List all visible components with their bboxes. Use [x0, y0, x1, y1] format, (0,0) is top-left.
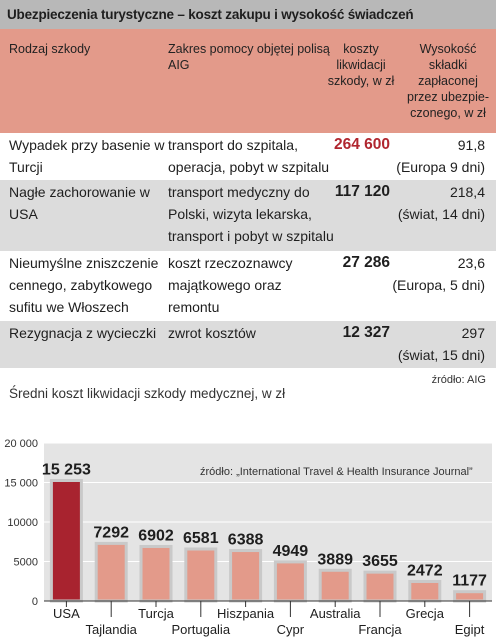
table-source: źródło: AIG [431, 374, 486, 386]
cell-premium: 297 (świat, 15 dni) [392, 322, 485, 366]
y-tick-label: 5000 [14, 557, 38, 569]
x-tick-label: Cypr [277, 622, 305, 637]
col-header-premium: Wysokość składki zapłaconej przez ubezpi… [407, 42, 489, 120]
bar-value-label: 15 253 [42, 462, 91, 479]
y-tick-label: 0 [32, 596, 38, 608]
bar [49, 479, 83, 603]
table-row: Wypadek przy basenie w Turcji transport … [0, 133, 496, 180]
x-tick-label: Portugalia [172, 622, 231, 637]
cell-cost: 117 120 [334, 183, 390, 200]
bar-value-label: 6581 [183, 530, 219, 547]
premium-value: 23,6 [457, 255, 485, 271]
premium-note: (świat, 15 dni) [397, 347, 485, 363]
col-header-cost: koszty likwidacji szkody, w zł [327, 42, 395, 88]
table-header: Rodzaj szkody Zakres pomocy objętej poli… [0, 29, 496, 133]
bar [453, 590, 487, 603]
x-tick-label: Egipt [455, 622, 485, 637]
chart-source: źródło: „International Travel & Health I… [200, 466, 473, 478]
premium-value: 297 [461, 325, 485, 341]
col-header-scope: Zakres pomocy objętej polisą AIG [168, 42, 330, 72]
bar-value-label: 3655 [362, 553, 398, 570]
premium-note: (Europa, 5 dni) [392, 277, 485, 293]
premium-value: 218,4 [449, 184, 485, 200]
y-tick-label: 15 000 [4, 478, 38, 490]
cell-cost: 27 286 [342, 254, 390, 271]
table-row: Nagłe zachorowanie w USA transport medyc… [0, 180, 496, 251]
cell-type: Nieumyślne zniszczenie cennego, zabytkow… [9, 255, 159, 315]
bar [229, 549, 263, 603]
table-title: Ubezpieczenia turystyczne – koszt zakupu… [0, 0, 496, 29]
bar-value-label: 1177 [452, 573, 487, 590]
cell-scope: koszt rzeczoznawcy majątkowego oraz remo… [168, 255, 293, 315]
table-row: Rezygnacja z wycieczki zwrot kosztów 12 … [0, 321, 496, 368]
x-tick-label: Tajlandia [86, 622, 138, 637]
cell-type: Nagłe zachorowanie w USA [9, 184, 150, 222]
x-tick-label: Australia [310, 606, 361, 621]
cell-premium: 91,8 (Europa 9 dni) [392, 134, 485, 178]
cell-type: Rezygnacja z wycieczki [9, 325, 157, 341]
premium-value: 91,8 [457, 137, 485, 153]
cell-premium: 23,6 (Europa, 5 dni) [392, 252, 485, 296]
bar-value-label: 4949 [273, 543, 309, 560]
bar [408, 579, 442, 603]
bar [94, 541, 128, 603]
chart-title: Średni koszt likwidacji szkody medycznej… [9, 386, 286, 401]
bar-value-label: 7292 [93, 524, 129, 541]
x-tick-label: Francja [358, 622, 402, 637]
bar [318, 568, 352, 603]
bar-value-label: 2472 [407, 562, 443, 579]
bar-value-label: 6388 [228, 532, 264, 549]
y-tick-label: 10000 [7, 517, 38, 529]
cell-cost: 12 327 [342, 324, 390, 341]
cell-scope: zwrot kosztów [168, 325, 256, 341]
cell-scope: transport do szpitala, operacja, pobyt w… [168, 137, 330, 175]
bar-value-label: 6902 [138, 527, 174, 544]
bar [139, 544, 173, 603]
x-tick-label: Grecja [406, 606, 445, 621]
premium-note: (świat, 14 dni) [397, 206, 485, 222]
y-tick-label: 20 000 [4, 438, 38, 450]
bar [273, 560, 307, 603]
x-tick-label: Hiszpania [217, 606, 275, 621]
bar [184, 547, 218, 603]
x-tick-label: Turcja [138, 606, 174, 621]
bar-value-label: 3889 [317, 551, 353, 568]
cell-cost: 264 600 [333, 136, 390, 153]
table-row: Nieumyślne zniszczenie cennego, zabytkow… [0, 251, 496, 321]
cell-premium: 218,4 (świat, 14 dni) [392, 181, 485, 225]
x-tick-label: USA [53, 606, 80, 621]
cell-scope: transport medyczny do Polski, wizyta lek… [168, 184, 334, 244]
bar [363, 570, 397, 603]
cell-type: Wypadek przy basenie w Turcji [9, 137, 165, 175]
col-header-type: Rodzaj szkody [9, 42, 91, 56]
premium-note: (Europa 9 dni) [396, 159, 485, 175]
